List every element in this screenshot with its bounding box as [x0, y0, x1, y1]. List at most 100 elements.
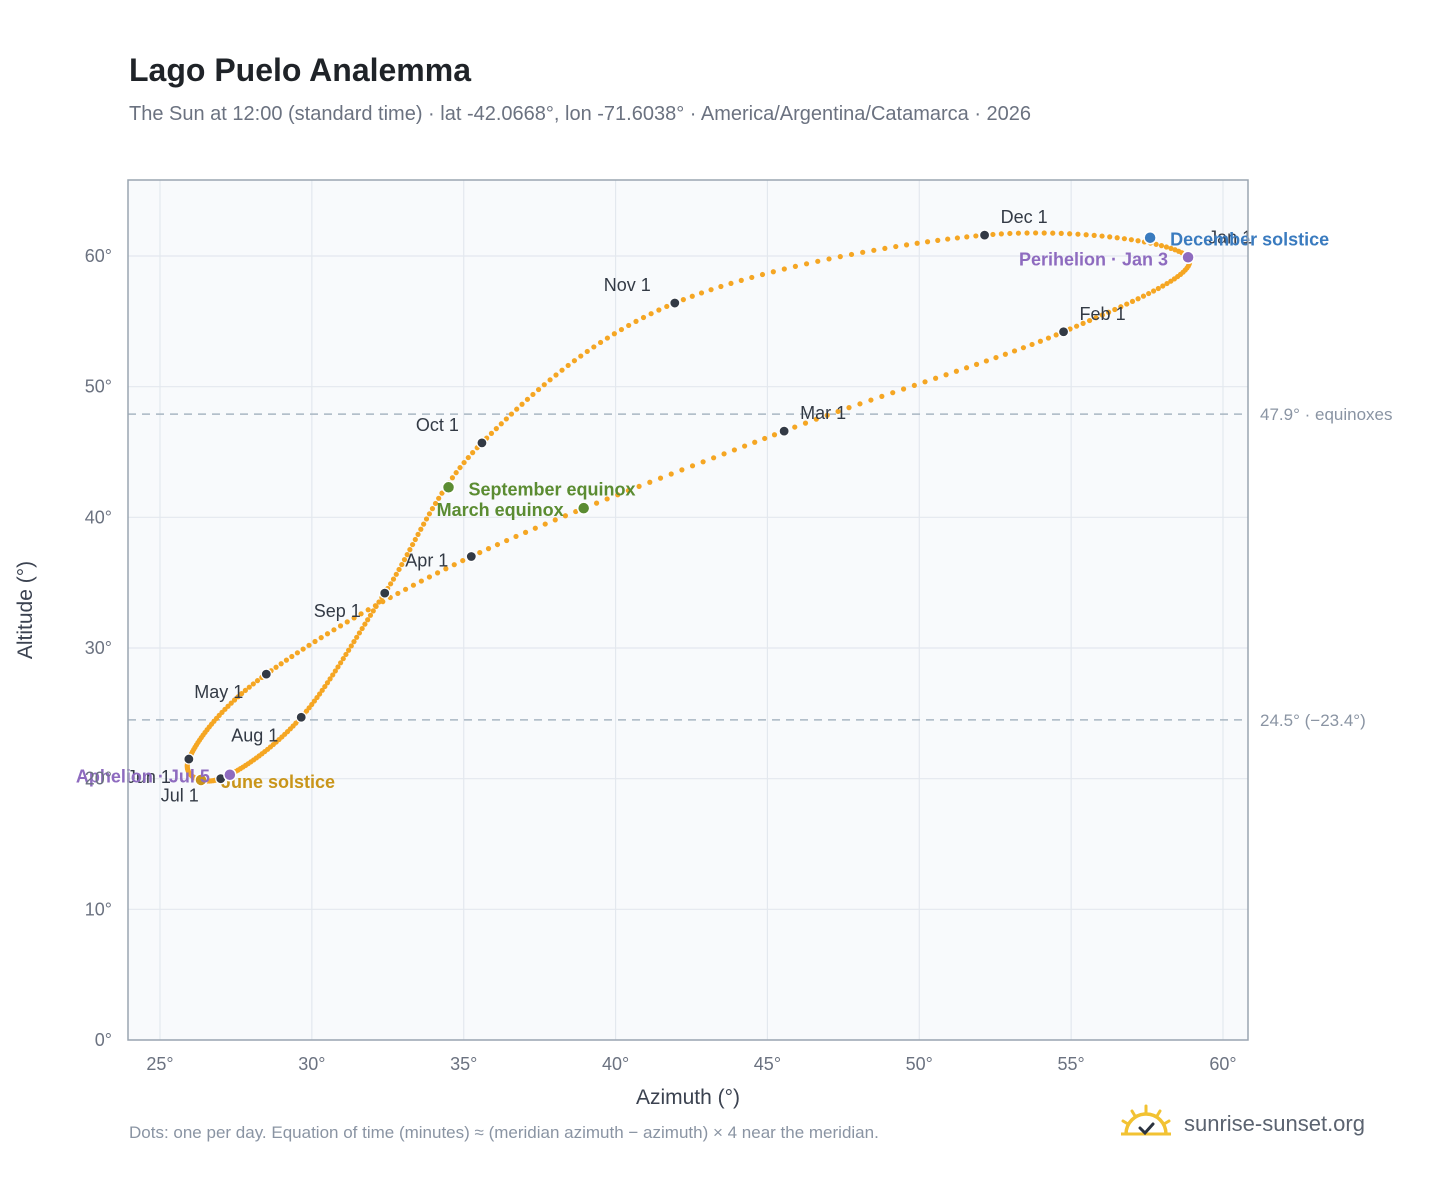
month-marker-dot [465, 550, 477, 563]
daily-sun-dot [1164, 280, 1170, 287]
daily-sun-dot [1151, 288, 1157, 294]
daily-sun-dot [346, 647, 352, 653]
x-tick-label: 25° [146, 1054, 173, 1074]
brand[interactable]: sunrise-sunset.org [1120, 1102, 1365, 1146]
daily-sun-dot [953, 368, 959, 374]
daily-sun-dot [396, 566, 402, 573]
daily-sun-dot [571, 358, 578, 364]
daily-sun-dot [449, 475, 456, 481]
month-marker-label: Mar 1 [800, 403, 846, 423]
daily-sun-dot [1020, 345, 1027, 351]
daily-sun-dot [1155, 285, 1161, 292]
daily-sun-dot [668, 471, 674, 477]
daily-sun-dot [1075, 231, 1081, 237]
daily-sun-dot [565, 362, 571, 369]
daily-sun-dot [656, 307, 662, 313]
daily-sun-dot [914, 240, 920, 246]
daily-sun-dot [1093, 315, 1099, 321]
daily-sun-dot [439, 490, 445, 496]
daily-sun-dot [289, 653, 295, 660]
daily-sun-dot [1135, 238, 1141, 244]
daily-sun-dot [770, 269, 776, 275]
daily-sun-dot [559, 367, 565, 373]
daily-sun-dot [1114, 235, 1120, 241]
daily-sun-dot [407, 547, 413, 553]
daily-sun-dot [824, 412, 830, 418]
daily-sun-dot [390, 576, 397, 582]
daily-sun-dot [318, 635, 324, 641]
daily-sun-dot [835, 408, 841, 415]
daily-sun-dot [647, 479, 653, 485]
daily-sun-dot [324, 680, 331, 686]
daily-sun-dot [1160, 283, 1166, 289]
daily-sun-dot [283, 657, 290, 663]
daily-sun-dot [1158, 243, 1165, 249]
daily-sun-dot [752, 439, 758, 445]
daily-sun-dot [409, 541, 416, 548]
daily-sun-dot [1168, 278, 1174, 284]
daily-sun-dot [485, 546, 492, 552]
event-marker-label: June solstice [221, 772, 335, 792]
footnote: Dots: one per day. Equation of time (min… [129, 1123, 879, 1142]
daily-sun-dot [488, 430, 495, 436]
daily-sun-dot [1099, 312, 1105, 318]
daily-sun-dot [879, 393, 885, 399]
y-tick-label: 50° [85, 377, 112, 397]
daily-sun-dot [708, 287, 714, 293]
daily-sun-dot [1080, 320, 1086, 326]
daily-sun-dot [993, 354, 999, 361]
daily-sun-dot [508, 411, 515, 417]
event-marker-label: March equinox [437, 500, 564, 520]
daily-sun-dot [1091, 232, 1097, 238]
daily-sun-dot [813, 416, 819, 422]
daily-sun-dot [461, 459, 467, 466]
daily-sun-dot [868, 397, 874, 403]
daily-sun-dot [503, 416, 509, 422]
daily-sun-dot [728, 280, 734, 287]
daily-sun-dot [792, 424, 798, 430]
brand-link[interactable]: sunrise-sunset.org [1184, 1111, 1365, 1136]
daily-sun-dot [331, 627, 337, 633]
daily-sun-dot [935, 237, 941, 243]
daily-sun-dot [522, 529, 529, 535]
daily-sun-dot [410, 582, 417, 588]
daily-sun-dot [460, 557, 466, 564]
y-axis-label: Altitude (°) [14, 561, 37, 659]
reference-line-label: 24.5° (−23.4°) [1260, 711, 1366, 730]
daily-sun-dot [759, 271, 766, 278]
daily-sun-dot [553, 372, 559, 378]
x-tick-label: 55° [1058, 1054, 1085, 1074]
daily-sun-dot [711, 455, 717, 461]
daily-sun-dot [1128, 237, 1134, 243]
daily-sun-dot [1153, 241, 1159, 247]
daily-sun-dot [860, 249, 866, 255]
daily-sun-dot [494, 541, 501, 548]
x-tick-label: 40° [602, 1054, 629, 1074]
daily-sun-dot [1041, 230, 1047, 236]
daily-sun-dot [664, 303, 670, 310]
daily-sun-dot [618, 326, 625, 333]
month-marker-dot [295, 711, 307, 723]
daily-sun-dot [393, 571, 399, 577]
daily-sun-dot [837, 254, 843, 260]
daily-sun-dot [781, 266, 787, 272]
event-marker-dot [1143, 230, 1157, 245]
daily-sun-dot [370, 608, 376, 614]
daily-sun-dot [689, 463, 696, 469]
event-marker-dot [223, 767, 237, 782]
daily-sun-dot [990, 231, 996, 238]
daily-sun-dot [802, 420, 809, 426]
reference-lines: 47.9° · equinoxes 24.5° (−23.4°) [128, 405, 1393, 730]
daily-sun-dot [562, 513, 569, 519]
daily-sun-dot [597, 339, 604, 346]
daily-sun-dot [524, 396, 531, 402]
daily-sun-dot [348, 643, 354, 649]
daily-sun-dot [1067, 231, 1073, 237]
event-marker-label: Aphelion · Jul 5 [76, 767, 210, 787]
daily-sun-dot [611, 331, 617, 337]
month-marker-dot [778, 425, 790, 437]
daily-sun-dot [1146, 290, 1152, 297]
plot-frame [127, 179, 1249, 1041]
y-tick-label: 40° [85, 507, 112, 527]
daily-sun-dot [922, 379, 928, 385]
